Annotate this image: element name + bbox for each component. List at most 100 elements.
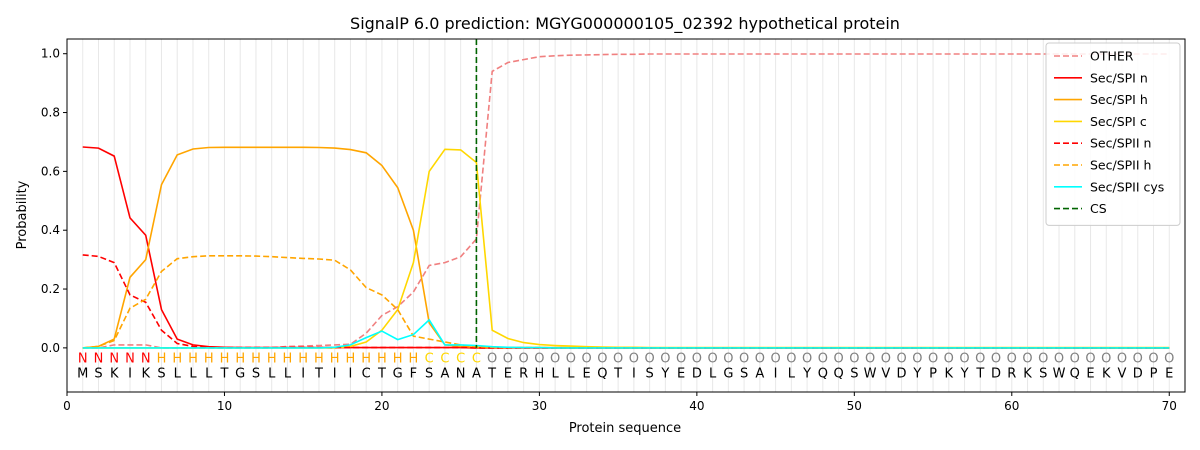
region-label: O (802, 352, 812, 367)
legend: OTHER Sec/SPI n Sec/SPI h Sec/SPI c Sec/SPII… (1045, 42, 1181, 226)
x-tick-label: 20 (374, 399, 389, 413)
region-label: C (456, 352, 465, 367)
region-label: O (519, 352, 529, 367)
legend-entry: Sec/SPII h (1090, 158, 1151, 173)
region-label: O (550, 352, 560, 367)
legend-entry: Sec/SPII cys (1090, 179, 1164, 194)
sequence-residue: A (755, 366, 764, 381)
plot-frame (66, 38, 1186, 393)
region-label: H (330, 352, 340, 367)
region-label: H (346, 352, 356, 367)
sequence-residue: V (881, 366, 890, 381)
sequence-residue: E (1165, 366, 1173, 381)
sequence-residue: L (174, 366, 182, 381)
region-label: O (1133, 352, 1143, 367)
region-label: O (1148, 352, 1158, 367)
region-label: O (1054, 352, 1064, 367)
region-label: O (944, 352, 954, 367)
legend-entry: Sec/SPI h (1090, 92, 1148, 107)
sequence-residue: S (94, 366, 102, 381)
sequence-residue: P (1150, 366, 1158, 381)
region-label: H (204, 352, 214, 367)
sequence-residue: W (1053, 366, 1066, 381)
region-label: H (298, 352, 308, 367)
sequence-residue: Q (833, 366, 843, 381)
sequence-residue: T (377, 366, 386, 381)
region-label: O (1007, 352, 1017, 367)
region-label: C (440, 352, 449, 367)
region-label: H (172, 352, 182, 367)
y-tick-label: 1.0 (41, 47, 60, 61)
sequence-residue: I (632, 366, 636, 381)
sequence-residue: I (128, 366, 132, 381)
legend-entry: Sec/SPII n (1090, 136, 1151, 151)
region-label: C (425, 352, 434, 367)
sequence-residue: K (1023, 366, 1032, 381)
region-label: H (409, 352, 419, 367)
sequence-residue: S (252, 366, 260, 381)
x-tick-label: 60 (1004, 399, 1019, 413)
region-label: O (975, 352, 985, 367)
region-label: O (881, 352, 891, 367)
x-tick-label: 10 (217, 399, 232, 413)
sequence-residue: S (740, 366, 748, 381)
sequence-residue: I (774, 366, 778, 381)
region-label: H (251, 352, 261, 367)
sequence-residue: S (850, 366, 858, 381)
sequence-residue: D (991, 366, 1001, 381)
region-label: O (566, 352, 576, 367)
sequence-residue: H (535, 366, 545, 381)
region-label: H (188, 352, 198, 367)
region-label: N (109, 352, 119, 367)
sequence-residue: Y (960, 366, 969, 381)
region-label: O (770, 352, 780, 367)
region-label: O (487, 352, 497, 367)
region-label: H (314, 352, 324, 367)
sequence-residue: Q (1070, 366, 1080, 381)
region-label: O (676, 352, 686, 367)
x-axis-label: Protein sequence (569, 421, 681, 436)
sequence-residue: L (189, 366, 197, 381)
sequence-residue: K (945, 366, 954, 381)
region-label: O (629, 352, 639, 367)
grid-lines (82, 39, 1170, 392)
sequence-residue: T (314, 366, 323, 381)
sequence-residue: R (1007, 366, 1016, 381)
sequence-residue: C (362, 366, 371, 381)
legend-entry: Sec/SPI c (1090, 114, 1147, 129)
region-label: O (1085, 352, 1095, 367)
sequence-residue: I (349, 366, 353, 381)
sequence-residue: S (157, 366, 165, 381)
series-layer (82, 53, 1170, 349)
sequence-residue: Q (818, 366, 828, 381)
region-label: O (582, 352, 592, 367)
sequence-residue: Y (802, 366, 811, 381)
region-label: O (534, 352, 544, 367)
sequence-residue: S (1039, 366, 1047, 381)
region-label: O (818, 352, 828, 367)
region-label: H (377, 352, 387, 367)
sequence-residue: K (1102, 366, 1111, 381)
sequence-residue: T (613, 366, 622, 381)
region-label: H (361, 352, 371, 367)
y-tick-label: 0.2 (41, 282, 60, 296)
region-label: O (739, 352, 749, 367)
sequence-residue: E (583, 366, 591, 381)
region-label: O (1101, 352, 1111, 367)
region-label: O (849, 352, 859, 367)
legend-entry: OTHER (1090, 49, 1134, 64)
sequence-residue: S (645, 366, 653, 381)
region-label: N (141, 352, 151, 367)
sequence-residue: K (141, 366, 150, 381)
axis-ticks: 0 10 20 30 40 50 60 70 0.0 0.2 0.4 0.6 0.8 1.0 (41, 47, 1177, 413)
region-label: O (1117, 352, 1127, 367)
sequence-residue: N (456, 366, 466, 381)
region-label: O (928, 352, 938, 367)
region-label: O (692, 352, 702, 367)
region-label: O (613, 352, 623, 367)
sequence-residue: L (205, 366, 213, 381)
region-label: H (267, 352, 277, 367)
chart-title: SignalP 6.0 prediction: MGYG000000105_02… (350, 14, 900, 34)
sequence-residue: E (677, 366, 685, 381)
sequence-residue: Y (660, 366, 669, 381)
